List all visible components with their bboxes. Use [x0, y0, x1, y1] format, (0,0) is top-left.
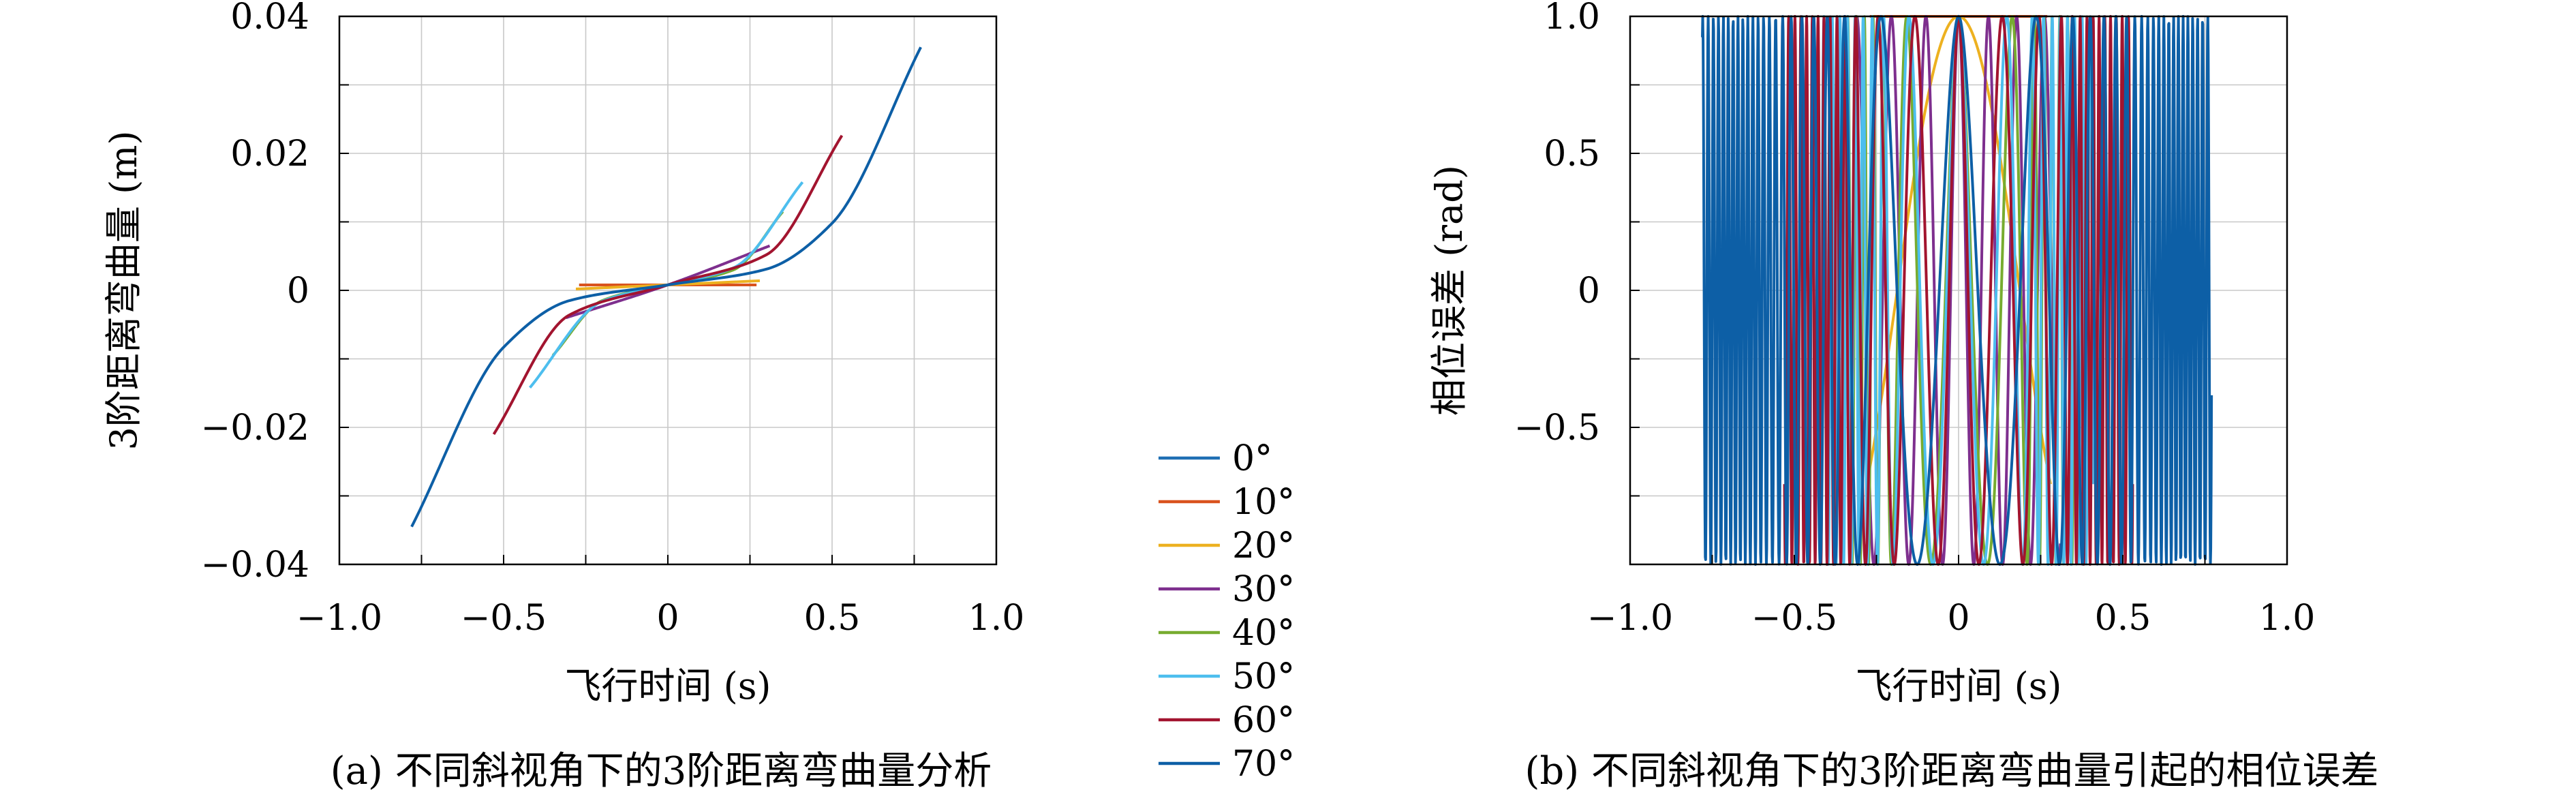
legend-label-0deg: 0°	[1232, 438, 1272, 479]
panel-a-x-tick-label: 0	[656, 598, 679, 639]
panel-b-ticks: −1.0 −0.5 0 0.5 1.0 −0.5 0 0.5 1.0	[1514, 0, 2316, 639]
panel-a-ticks: −1.0 −0.5 0 0.5 1.0 −0.04 −0.02 0 0.02 0.04	[201, 0, 1025, 639]
legend: 0°10°20°30°40°50°60°70°	[1159, 438, 1295, 785]
legend-label-60deg: 60°	[1232, 700, 1295, 741]
legend-label-70deg: 70°	[1232, 744, 1295, 785]
panel-b-chart: −1.0 −0.5 0 0.5 1.0 −0.5 0 0.5 1.0 飞行时间 (s) 相位误差…	[1428, 0, 2378, 793]
panel-a-y-axis-label: 3阶距离弯曲量 (m)	[102, 131, 145, 451]
panel-a-x-tick-label: 1.0	[968, 598, 1025, 639]
panel-b-series-70deg-line	[1701, 15, 2213, 566]
panel-a-x-tick-label: −1.0	[296, 598, 382, 639]
panel-a-y-tick-label: −0.02	[201, 408, 309, 449]
panel-b-x-tick-label: 0	[1947, 598, 1969, 639]
panel-b-x-tick-label: 1.0	[2259, 598, 2316, 639]
panel-b-caption: (b) 不同斜视角下的3阶距离弯曲量引起的相位误差	[1525, 749, 2379, 793]
legend-label-10deg: 10°	[1232, 482, 1295, 523]
panel-a-y-tick-label: −0.04	[201, 545, 309, 586]
panel-a-y-tick-label: 0.04	[230, 0, 309, 37]
panel-b-x-tick-label: −0.5	[1751, 598, 1837, 639]
panel-a-y-tick-label: 0.02	[230, 134, 309, 174]
panel-b-y-tick-label: 0	[1578, 271, 1600, 312]
panel-a-x-axis-label: 飞行时间 (s)	[564, 665, 771, 708]
panel-b-x-axis-label: 飞行时间 (s)	[1855, 665, 2061, 708]
legend-label-30deg: 30°	[1232, 569, 1295, 610]
panel-b-x-tick-label: 0.5	[2095, 598, 2151, 639]
panel-b-x-tick-label: −1.0	[1587, 598, 1673, 639]
panel-b-y-axis-label: 相位误差 (rad)	[1428, 165, 1471, 416]
panel-a-x-tick-label: 0.5	[804, 598, 861, 639]
panel-b-y-tick-label: −0.5	[1514, 408, 1600, 449]
panel-b-y-tick-label: 0.5	[1544, 134, 1600, 174]
panel-a-y-tick-label: 0	[287, 271, 309, 312]
panel-a-chart: −1.0 −0.5 0 0.5 1.0 −0.04 −0.02 0 0.02 0.04 飞行时间 …	[102, 0, 1024, 793]
legend-label-40deg: 40°	[1232, 613, 1295, 654]
panel-a-series	[410, 46, 922, 528]
panel-a-caption: (a) 不同斜视角下的3阶距离弯曲量分析	[331, 749, 992, 793]
legend-label-20deg: 20°	[1232, 526, 1295, 566]
panel-b-y-tick-label: 1.0	[1544, 0, 1600, 37]
legend-label-50deg: 50°	[1232, 656, 1295, 697]
panel-a-series-70deg-line	[410, 46, 922, 528]
panel-a-x-tick-label: −0.5	[461, 598, 547, 639]
